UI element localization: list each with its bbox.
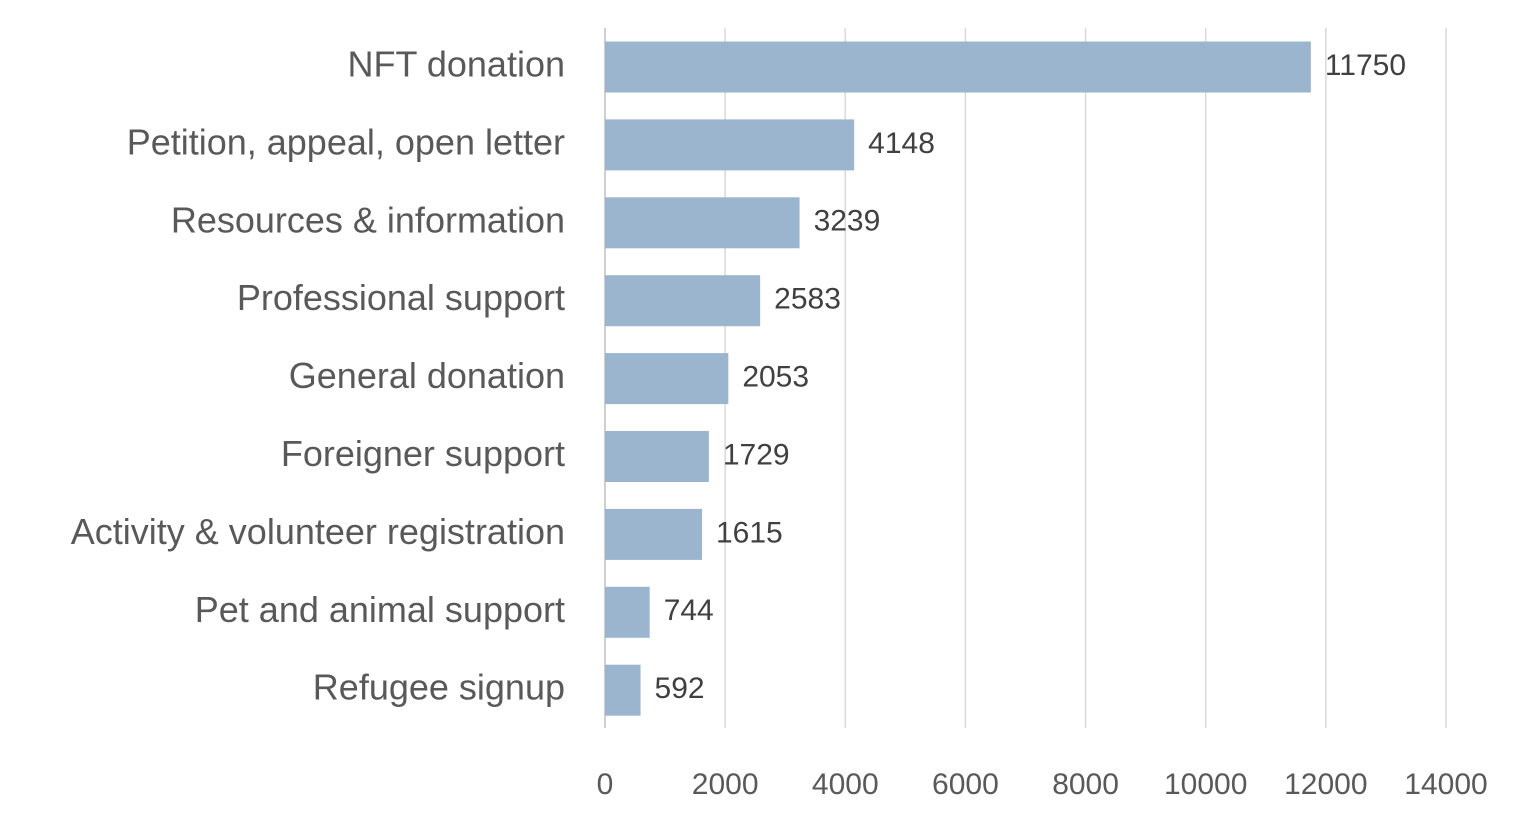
category-label: Activity & volunteer registration xyxy=(71,511,565,552)
bar xyxy=(605,119,855,171)
category-labels: NFT donation Petition, appeal, open lette… xyxy=(71,44,565,708)
bar xyxy=(605,197,800,249)
bar xyxy=(605,41,1311,93)
category-label: Petition, appeal, open letter xyxy=(127,121,565,162)
bar xyxy=(605,664,641,716)
category-label: Resources & information xyxy=(171,199,565,240)
bar xyxy=(605,431,709,482)
data-label: 1729 xyxy=(723,438,790,471)
category-label: NFT donation xyxy=(348,44,565,85)
x-tick-label: 4000 xyxy=(812,768,879,801)
bar xyxy=(605,275,761,327)
data-label: 744 xyxy=(664,594,714,627)
bar xyxy=(605,508,703,560)
data-label: 2053 xyxy=(742,361,809,394)
bar xyxy=(605,353,729,405)
x-tick-label: 0 xyxy=(597,768,614,801)
x-tick-label: 6000 xyxy=(932,768,999,801)
x-tick-label: 14000 xyxy=(1404,768,1487,801)
category-label: Foreigner support xyxy=(281,433,565,474)
category-label: Pet and animal support xyxy=(195,589,565,630)
x-tick-label: 10000 xyxy=(1164,768,1247,801)
data-label: 4148 xyxy=(868,127,935,160)
data-label: 592 xyxy=(655,672,705,705)
x-tick-label: 8000 xyxy=(1052,768,1119,801)
category-label: General donation xyxy=(289,355,565,396)
x-tick-label: 12000 xyxy=(1284,768,1367,801)
data-label: 3239 xyxy=(814,205,881,238)
x-axis-tick-labels: 0 2000 4000 6000 8000 10000 12000 14000 xyxy=(597,768,1488,801)
category-label: Professional support xyxy=(237,277,565,318)
bars xyxy=(605,41,1311,716)
category-label: Refugee signup xyxy=(313,667,565,708)
data-label: 11750 xyxy=(1325,49,1406,82)
x-tick-label: 2000 xyxy=(692,768,759,801)
data-label: 2583 xyxy=(774,283,841,316)
bar xyxy=(605,586,650,638)
value-labels: 11750 4148 3239 2583 2053 1729 1615 744 592 xyxy=(655,49,1406,705)
data-label: 1615 xyxy=(716,516,783,549)
